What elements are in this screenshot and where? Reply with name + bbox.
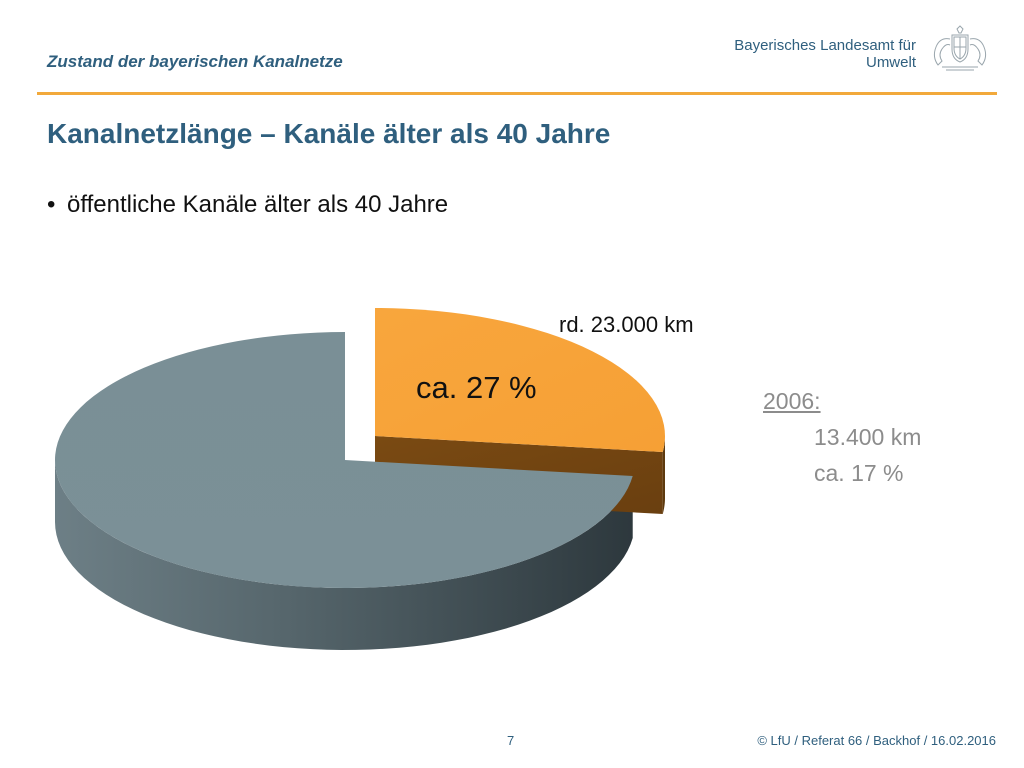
side-note-percent: ca. 17 % — [814, 460, 904, 486]
footer-credit: © LfU / Referat 66 / Backhof / 16.02.201… — [757, 733, 996, 748]
side-note-year: 2006: — [763, 388, 821, 414]
org-name: Bayerisches Landesamt für Umwelt — [616, 37, 916, 71]
page-number: 7 — [507, 733, 515, 748]
pie-slice-1 — [55, 332, 633, 588]
pie-slice-0 — [375, 308, 665, 453]
bavarian-coat-of-arms-icon — [933, 25, 987, 71]
bullet-dot: • — [47, 191, 56, 218]
header-title: Zustand der bayerischen Kanalnetze — [47, 52, 343, 71]
slide-title: Kanalnetzlänge – Kanäle älter als 40 Jah… — [47, 118, 611, 149]
header-rule — [37, 92, 997, 95]
slice-annotation-km: rd. 23.000 km — [559, 312, 694, 337]
side-note-km: 13.400 km — [814, 424, 922, 450]
pie-slice-side-1 — [55, 460, 633, 650]
bullet-text: öffentliche Kanäle älter als 40 Jahre — [67, 191, 449, 218]
org-name-line2: Umwelt — [865, 54, 916, 71]
slice-label-percent: ca. 27 % — [416, 370, 537, 405]
org-name-line1: Bayerisches Landesamt für — [734, 37, 916, 54]
bullet-item: • öffentliche Kanäle älter als 40 Jahre — [47, 191, 448, 219]
pie-slice-side-0 — [662, 436, 665, 515]
